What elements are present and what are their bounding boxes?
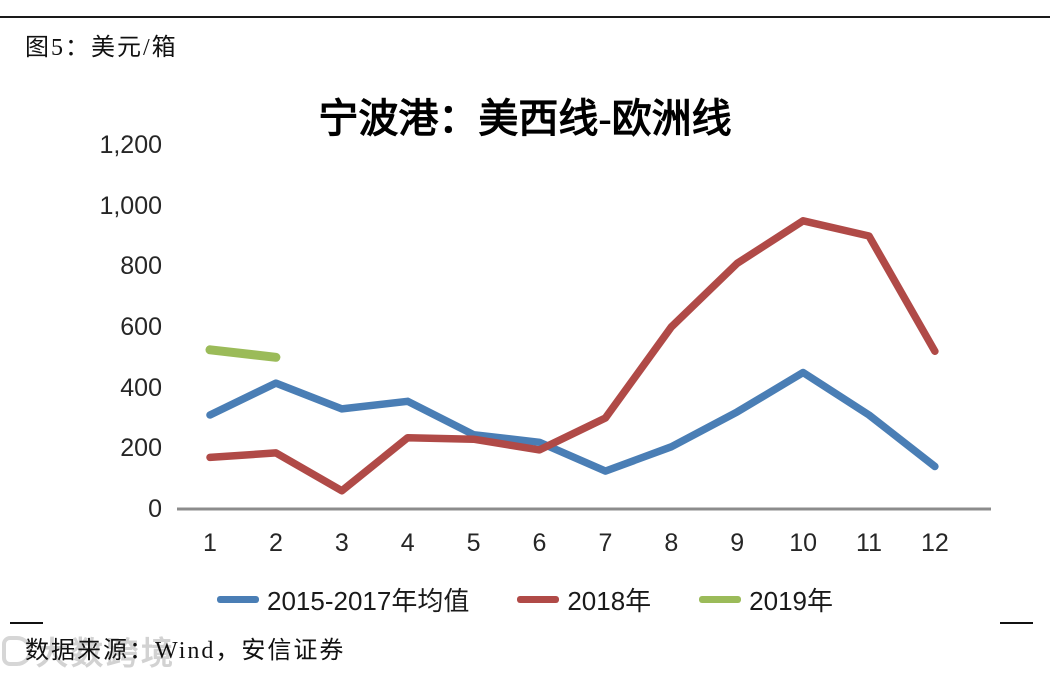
figure-label: 图5：美元/箱 (25, 35, 178, 61)
top-divider (0, 16, 1050, 18)
chart-title: 宁波港：美西线-欧洲线 (318, 96, 732, 141)
bottom-divider-right (1000, 622, 1033, 624)
line-2018 (206, 217, 939, 495)
legend-label: 2015-2017年均值 (266, 586, 470, 616)
y-tick-label: 800 (120, 252, 162, 281)
x-tick-label: 2 (268, 529, 283, 557)
y-tick-label: 600 (120, 313, 162, 341)
y-tick-label: 400 (120, 373, 162, 402)
x-tick-label: 3 (334, 529, 349, 557)
y-tick-label: 1,200 (99, 131, 162, 159)
legend-item-3: 2019年 (699, 581, 833, 618)
x-tick-label: 5 (466, 529, 481, 557)
x-tick-label: 9 (730, 529, 745, 557)
x-tick-label: 6 (532, 529, 547, 557)
legend-swatch-icon (216, 596, 259, 603)
line-2015-2017-avg (206, 368, 939, 475)
x-tick-label: 11 (856, 529, 882, 557)
legend-label: 2019年 (749, 586, 834, 616)
chart-legend: 2015-2017年均值 2018年 2019年 (0, 581, 1050, 618)
legend-label: 2018年 (567, 586, 652, 616)
legend-item-2: 2018年 (517, 581, 651, 618)
x-tick-label: 8 (664, 529, 679, 557)
x-tick-label: 1 (203, 529, 217, 557)
x-tick-label: 4 (400, 529, 415, 557)
x-tick-label: 7 (598, 529, 613, 557)
legend-swatch-icon (517, 596, 560, 603)
y-tick-label: 0 (148, 495, 162, 523)
x-tick-label: 12 (920, 529, 949, 557)
source-text: 数据来源：Wind，安信证券 (25, 638, 346, 664)
y-tick-label: 200 (120, 434, 162, 463)
y-tick-label: 1,000 (99, 191, 162, 220)
x-tick-label: 10 (789, 529, 817, 557)
legend-item-1: 2015-2017年均值 (216, 581, 470, 618)
bottom-divider-left (10, 622, 43, 624)
legend-swatch-icon (699, 596, 742, 603)
line-2019 (205, 345, 281, 362)
